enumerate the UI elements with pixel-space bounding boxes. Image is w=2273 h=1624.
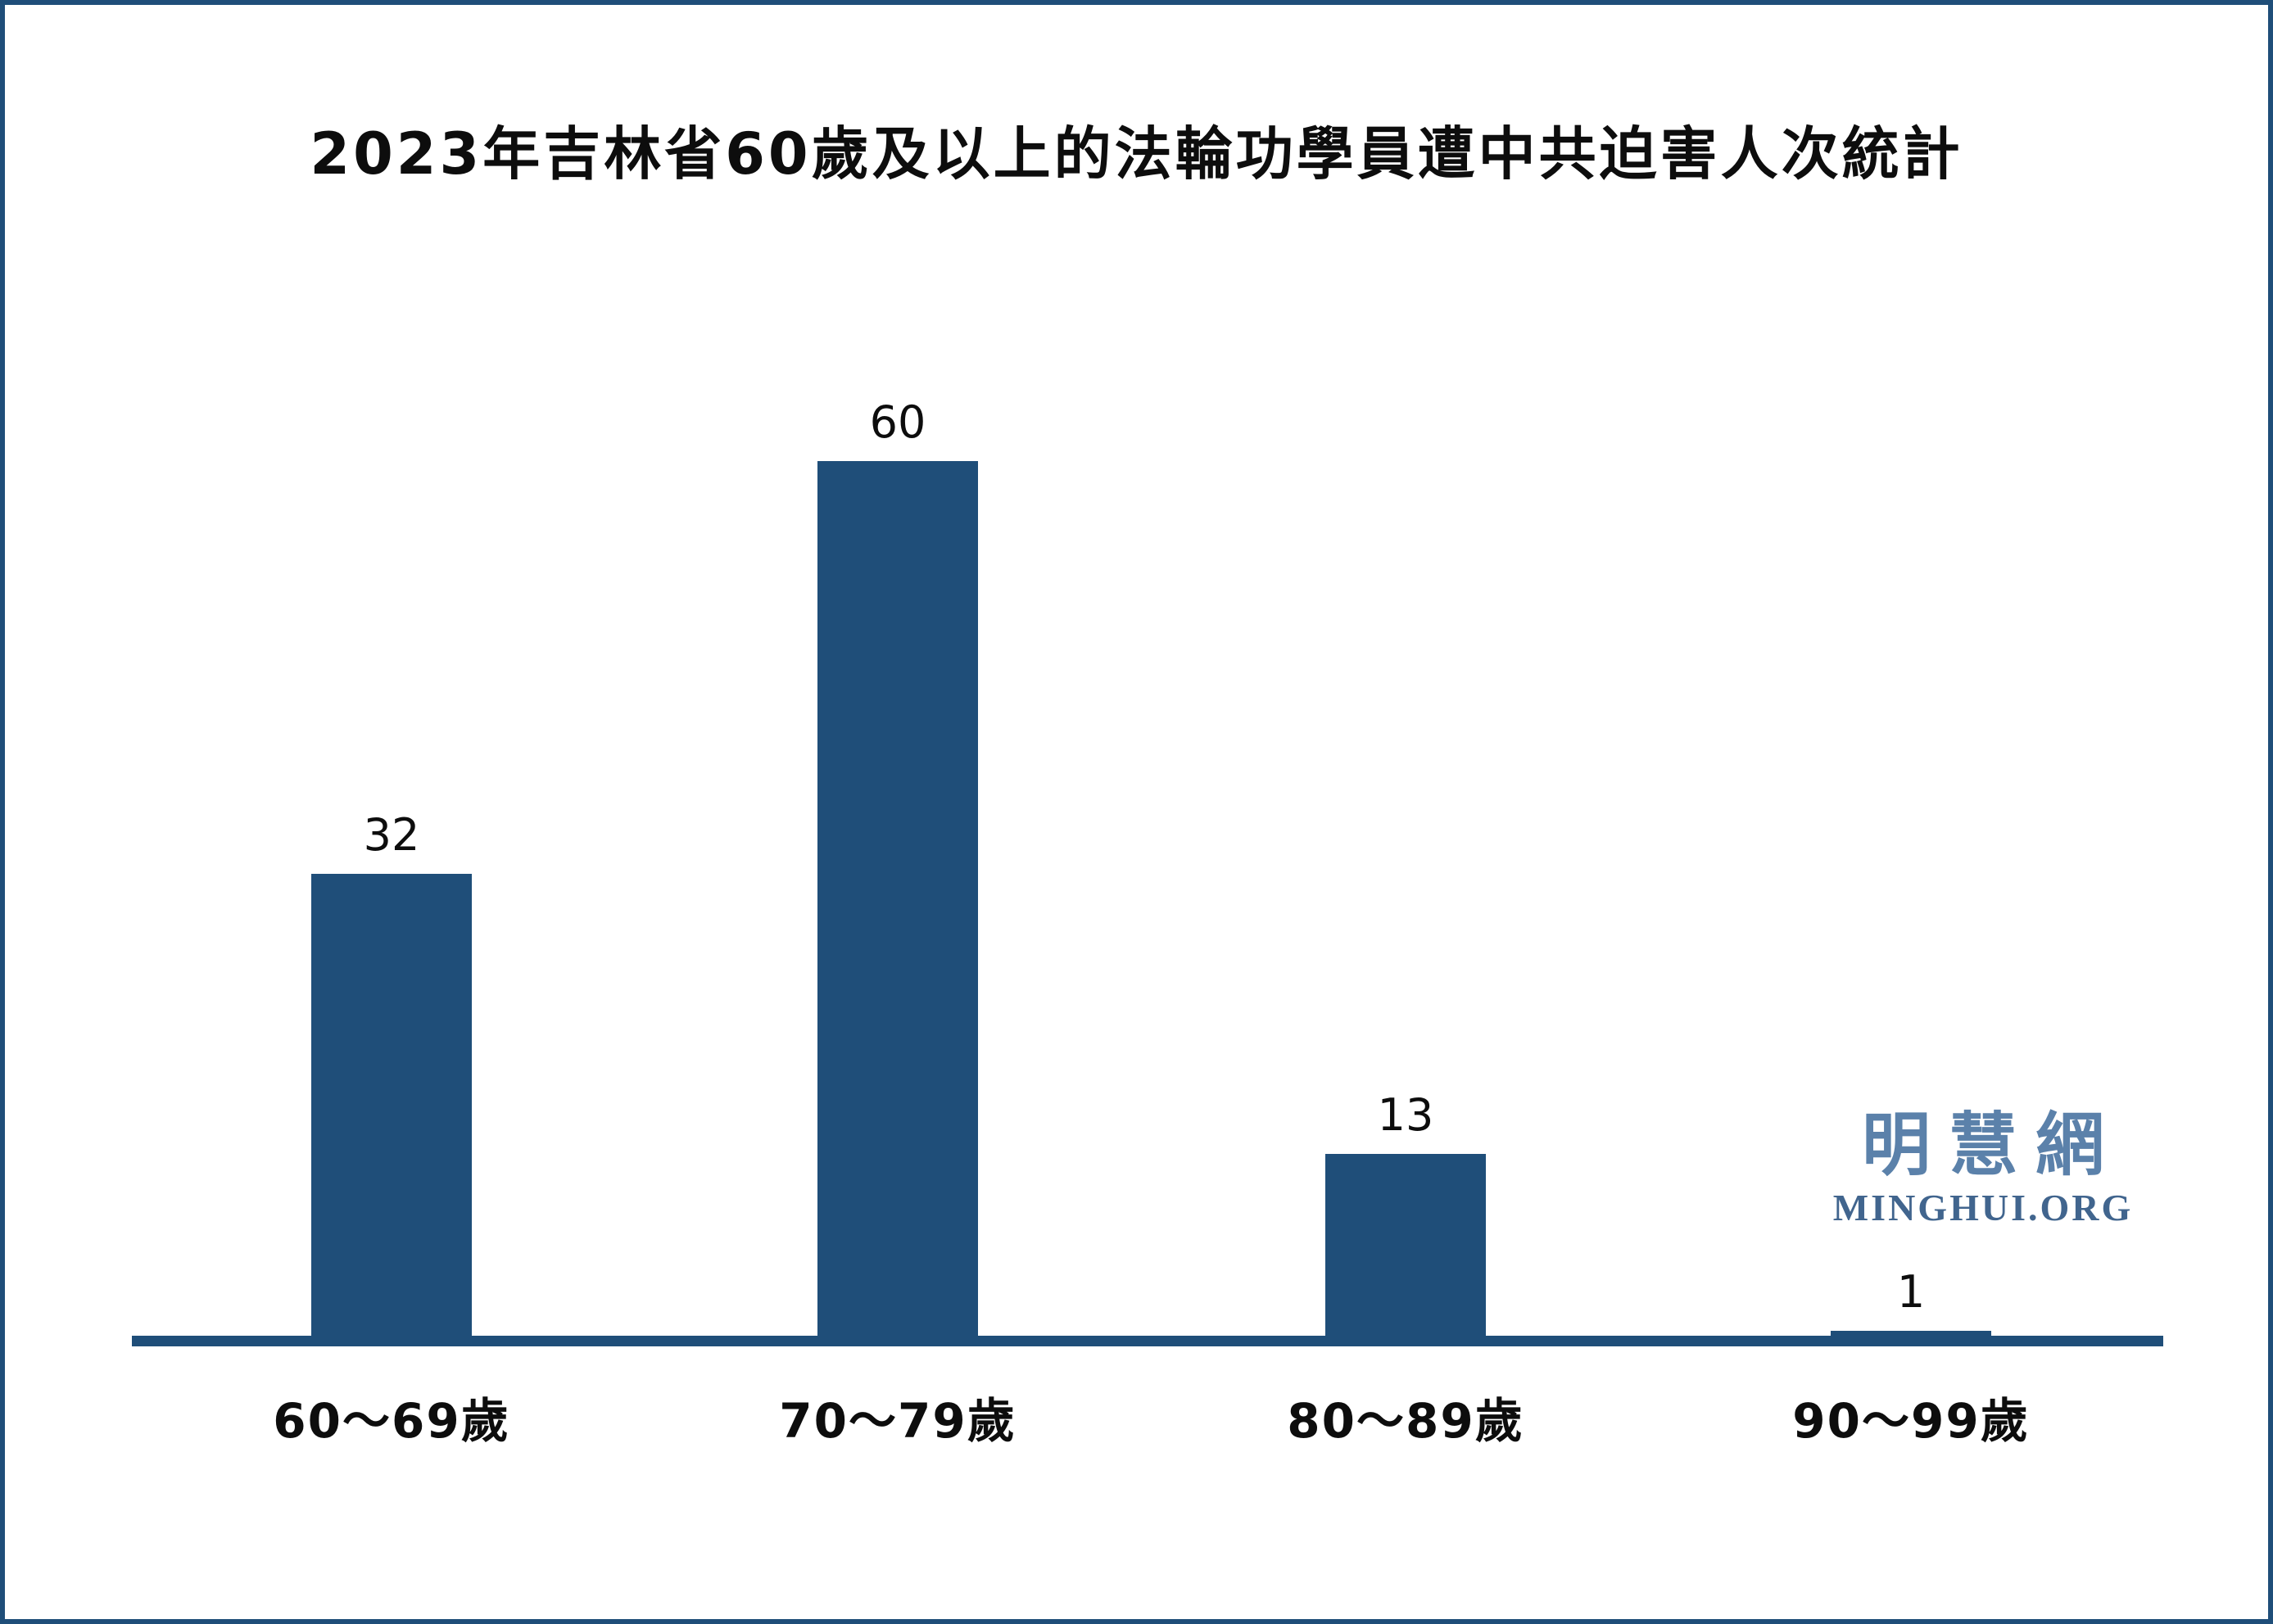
bar-60-69 xyxy=(311,874,472,1346)
x-axis-line xyxy=(132,1336,2163,1346)
bar-70-79 xyxy=(817,461,978,1346)
x-tick-label-90-99: 90～99歲 xyxy=(1792,1393,2030,1449)
chart-title: 2023年吉林省60歲及以上的法輪功學員遭中共迫害人次統計 xyxy=(310,120,1963,188)
bar-80-89 xyxy=(1325,1154,1486,1346)
x-tick-label-80-89: 80～89歲 xyxy=(1287,1393,1524,1449)
minghui-watermark-cjk: 明慧網 xyxy=(1861,1105,2122,1185)
bar-value-70-79: 60 xyxy=(869,396,926,448)
minghui-watermark: 明慧網 MINGHUI.ORG xyxy=(1833,1111,2134,1227)
x-tick-label-70-79: 70～79歲 xyxy=(779,1393,1017,1449)
bar-value-60-69: 32 xyxy=(363,809,420,861)
minghui-watermark-latin: MINGHUI.ORG xyxy=(1832,1187,2134,1228)
x-tick-label-60-69: 60～69歲 xyxy=(273,1393,510,1449)
bar-value-80-89: 13 xyxy=(1377,1089,1434,1141)
bar-value-90-99: 1 xyxy=(1896,1266,1926,1318)
